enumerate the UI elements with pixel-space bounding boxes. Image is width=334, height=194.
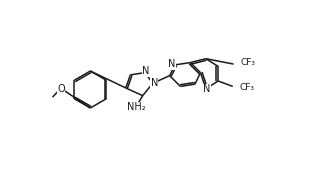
Text: NH₂: NH₂ <box>127 102 146 112</box>
Text: N: N <box>168 59 176 69</box>
Text: CF₃: CF₃ <box>241 58 256 67</box>
Text: N: N <box>142 66 149 76</box>
Text: CF₃: CF₃ <box>240 83 255 93</box>
Text: N: N <box>203 85 210 94</box>
Text: O: O <box>57 85 65 94</box>
Text: N: N <box>151 78 158 87</box>
